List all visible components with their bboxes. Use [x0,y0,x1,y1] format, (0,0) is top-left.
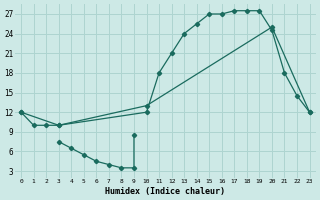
X-axis label: Humidex (Indice chaleur): Humidex (Indice chaleur) [105,187,225,196]
